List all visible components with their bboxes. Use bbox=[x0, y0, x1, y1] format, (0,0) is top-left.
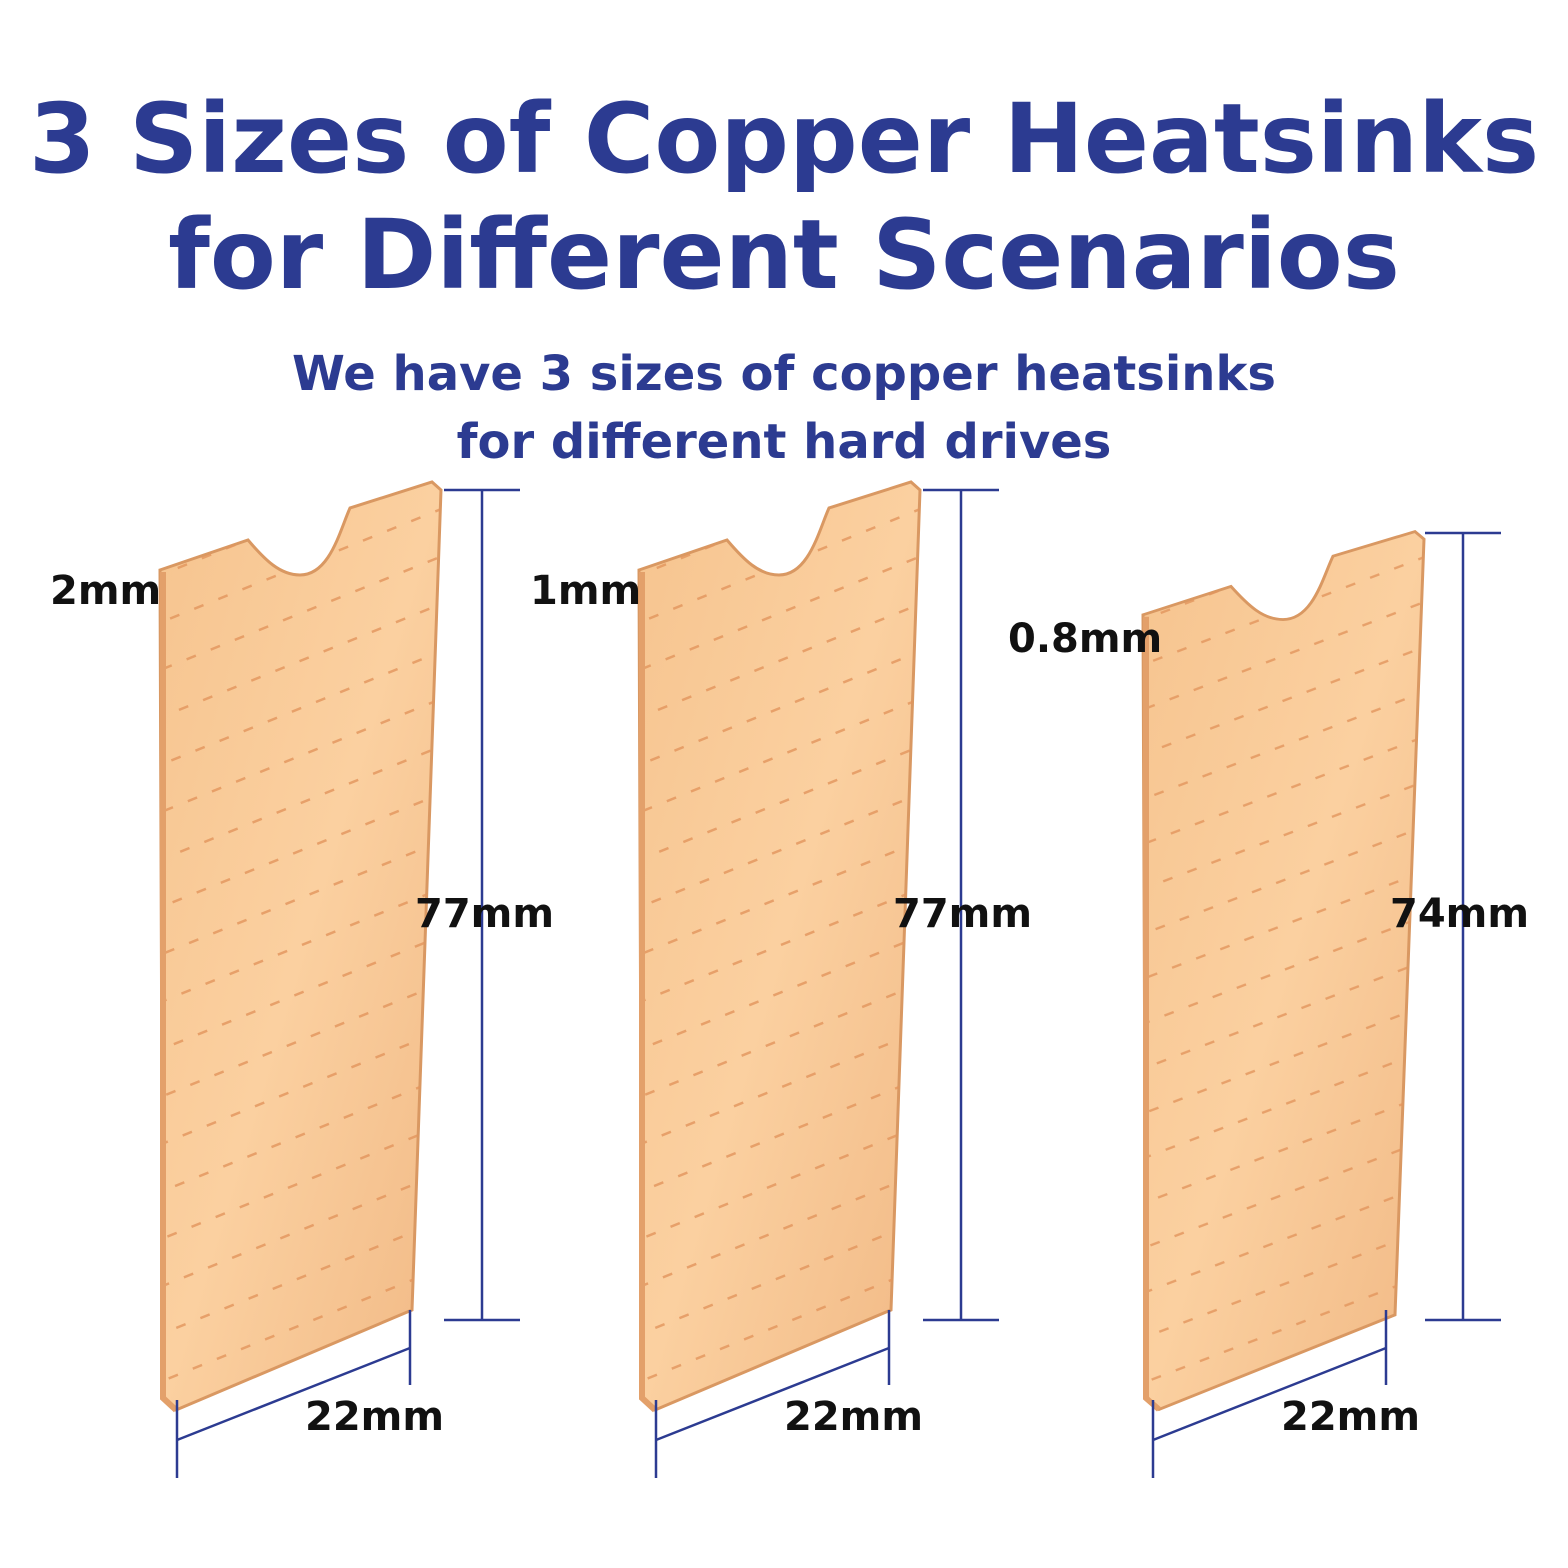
length-label: 77mm bbox=[893, 891, 1032, 937]
heatsink bbox=[158, 480, 443, 1413]
title-line: 3 Sizes of Copper Heatsinks bbox=[29, 83, 1539, 195]
thickness-label: 1mm bbox=[530, 568, 641, 614]
heatsink bbox=[637, 480, 922, 1413]
plate-texture bbox=[639, 482, 920, 1410]
thickness-label: 2mm bbox=[50, 568, 161, 614]
title-line: for Different Scenarios bbox=[168, 199, 1400, 311]
plate-edge bbox=[160, 572, 179, 1413]
subtitle-line: We have 3 sizes of copper heatsinks bbox=[292, 346, 1276, 402]
plate-edge bbox=[639, 572, 658, 1413]
length-label: 77mm bbox=[415, 891, 554, 937]
dim-line bbox=[176, 1346, 411, 1442]
width-label: 22mm bbox=[784, 1394, 923, 1440]
length-label: 74mm bbox=[1390, 891, 1529, 937]
subtitle-line: for different hard drives bbox=[457, 414, 1112, 470]
plate-texture bbox=[160, 482, 441, 1410]
heatsink bbox=[1141, 529, 1426, 1412]
plate-texture bbox=[1143, 531, 1424, 1410]
width-label: 22mm bbox=[305, 1394, 444, 1440]
width-label: 22mm bbox=[1281, 1394, 1420, 1440]
dim-line bbox=[655, 1346, 890, 1442]
plate-edge bbox=[1143, 616, 1162, 1412]
dim-line bbox=[1152, 1346, 1387, 1442]
thickness-label: 0.8mm bbox=[1008, 616, 1162, 662]
